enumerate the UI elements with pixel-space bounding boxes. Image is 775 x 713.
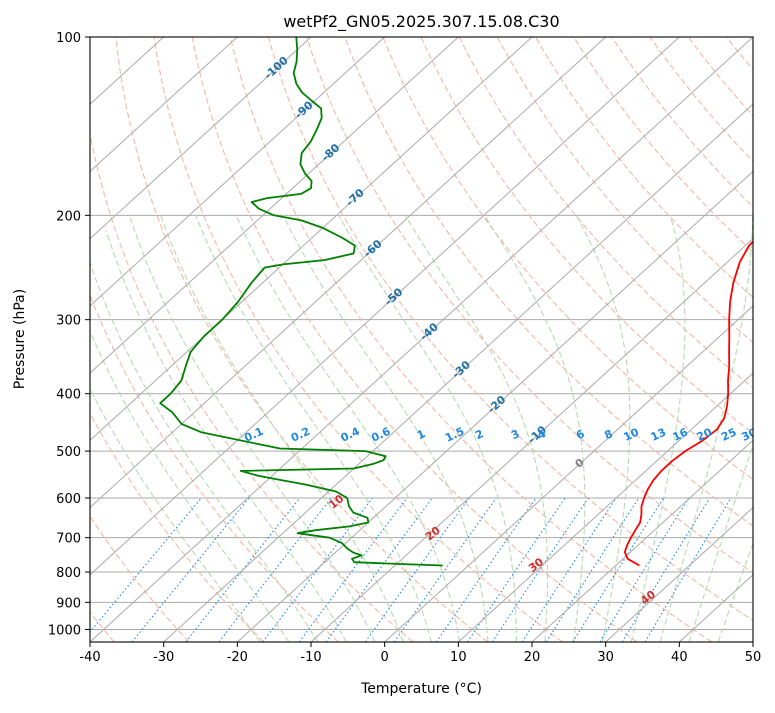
x-tick-label: 10: [450, 650, 467, 665]
x-tick-label: 50: [745, 650, 762, 665]
y-axis-label: Pressure (hPa): [12, 289, 28, 389]
y-tick-label: 500: [56, 445, 81, 460]
y-tick-label: 700: [56, 532, 81, 547]
x-tick-label: -10: [300, 650, 321, 665]
y-tick-label: 800: [56, 566, 81, 581]
y-tick-label: 200: [56, 209, 81, 224]
x-tick-label: 40: [671, 650, 688, 665]
x-tick-label: 30: [597, 650, 614, 665]
y-tick-label: 300: [56, 314, 81, 329]
x-tick-label: -20: [227, 650, 248, 665]
y-tick-label: 100: [56, 31, 81, 46]
y-tick-label: 400: [56, 388, 81, 403]
x-tick-label: 20: [524, 650, 541, 665]
y-tick-label: 1000: [48, 623, 81, 638]
y-tick-label: 900: [56, 596, 81, 611]
chart-title: wetPf2_GN05.2025.307.15.08.C30: [283, 12, 559, 32]
x-axis-label: Temperature (°C): [360, 681, 482, 697]
x-tick-label: 0: [381, 650, 389, 665]
x-tick-label: -30: [153, 650, 174, 665]
y-tick-label: 600: [56, 492, 81, 507]
x-tick-label: -40: [79, 650, 100, 665]
